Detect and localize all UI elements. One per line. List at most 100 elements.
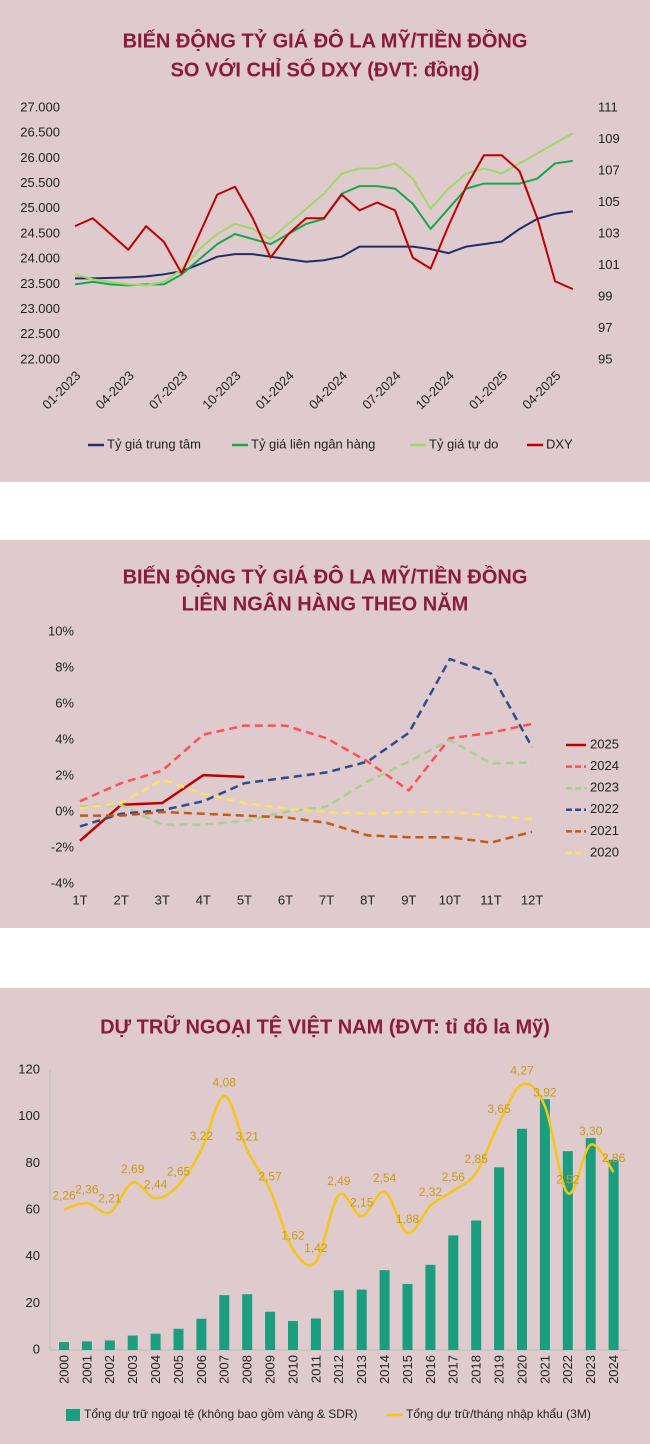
bar bbox=[310, 1318, 321, 1350]
x-tick-label: 12T bbox=[521, 892, 543, 907]
x-tick-label: 10T bbox=[439, 892, 461, 907]
x-tick-label: 2016 bbox=[423, 1355, 438, 1384]
legend-label: DXY bbox=[546, 436, 573, 451]
data-label: 2,26 bbox=[52, 1189, 76, 1203]
panel-background bbox=[0, 988, 650, 1444]
panel-background bbox=[0, 540, 650, 928]
x-tick-label: 6T bbox=[278, 892, 293, 907]
x-tick-label: 4T bbox=[196, 892, 211, 907]
legend-label: Tỷ giá trung tâm bbox=[107, 436, 201, 451]
bar bbox=[379, 1270, 390, 1350]
x-tick-label: 2T bbox=[114, 892, 129, 907]
chart-panel: BIẾN ĐỘNG TỶ GIÁ ĐÔ LA MỸ/TIỀN ĐỒNG LIÊN… bbox=[0, 540, 650, 928]
x-tick-label: 2014 bbox=[377, 1355, 392, 1384]
data-label: 2,52 bbox=[556, 1172, 580, 1186]
data-label: 4,27 bbox=[510, 1063, 534, 1077]
y2-tick-label: 95 bbox=[598, 351, 612, 366]
data-label: 1,62 bbox=[281, 1228, 305, 1242]
data-label: 3,65 bbox=[487, 1102, 511, 1116]
bar bbox=[127, 1335, 138, 1350]
data-label: 2,21 bbox=[98, 1192, 122, 1206]
x-tick-label: 2018 bbox=[469, 1355, 484, 1384]
x-tick-label: 1T bbox=[72, 892, 87, 907]
x-tick-label: 2005 bbox=[171, 1355, 186, 1384]
bar bbox=[59, 1342, 69, 1350]
panel-background bbox=[0, 0, 650, 482]
legend-label: 2023 bbox=[590, 780, 619, 795]
y2-tick-label: 105 bbox=[598, 194, 620, 209]
line-series bbox=[74, 154, 574, 291]
y-tick-label: 60 bbox=[26, 1201, 40, 1216]
bar bbox=[494, 1167, 505, 1350]
legend-label: Tổng dự trữ ngoại tệ (không bao gồm vàng… bbox=[84, 1407, 358, 1421]
y2-tick-label: 107 bbox=[598, 162, 620, 177]
legend-label: Tổng dự trữ/tháng nhập khẩu (3M) bbox=[406, 1407, 591, 1421]
data-label: 2,85 bbox=[465, 1152, 489, 1166]
x-tick-label: 2019 bbox=[492, 1355, 507, 1384]
x-tick-label: 2003 bbox=[125, 1355, 140, 1384]
bar bbox=[265, 1311, 276, 1350]
data-label: 3,30 bbox=[579, 1124, 603, 1138]
line-series bbox=[80, 810, 533, 844]
bar bbox=[585, 1138, 596, 1350]
chart-title: BIẾN ĐỘNG TỶ GIÁ ĐÔ LA MỸ/TIỀN ĐỒNG bbox=[123, 564, 528, 588]
y-tick-label: 22.500 bbox=[20, 326, 60, 341]
line-series bbox=[79, 738, 533, 826]
y-tick-label: 4% bbox=[55, 731, 74, 746]
y-tick-label: 26.000 bbox=[20, 150, 60, 165]
data-label: 3,92 bbox=[533, 1085, 557, 1099]
x-tick-label: 2001 bbox=[79, 1355, 94, 1384]
data-label: 1,88 bbox=[396, 1212, 420, 1226]
y-tick-label: 0 bbox=[33, 1341, 40, 1356]
line-series bbox=[79, 778, 533, 821]
data-label: 2,56 bbox=[442, 1170, 466, 1184]
chart-panel: BIẾN ĐỘNG TỶ GIÁ ĐÔ LA MỸ/TIỀN ĐỒNG SO V… bbox=[0, 0, 650, 482]
legend-label: 2025 bbox=[590, 736, 619, 751]
legend-swatch bbox=[66, 1409, 80, 1421]
bar bbox=[333, 1290, 344, 1350]
legend-label: Tỷ giá liên ngân hàng bbox=[251, 436, 375, 451]
y-tick-label: 40 bbox=[26, 1248, 40, 1263]
data-label: 2,15 bbox=[350, 1195, 374, 1209]
chart-title: LIÊN NGÂN HÀNG THEO NĂM bbox=[182, 591, 469, 615]
x-tick-label: 2009 bbox=[263, 1355, 278, 1384]
y-tick-label: 80 bbox=[26, 1155, 40, 1170]
x-tick-label: 2013 bbox=[354, 1355, 369, 1384]
bar bbox=[562, 1151, 573, 1350]
x-tick-label: 2007 bbox=[217, 1355, 232, 1384]
y2-tick-label: 111 bbox=[598, 99, 618, 114]
data-label: 3,22 bbox=[190, 1129, 214, 1143]
line-series bbox=[75, 210, 573, 280]
legend-label: 2021 bbox=[590, 823, 619, 838]
y-tick-label: 24.500 bbox=[20, 225, 60, 240]
y-tick-label: 22.000 bbox=[20, 351, 60, 366]
data-label: 2,86 bbox=[602, 1151, 626, 1165]
bar bbox=[448, 1235, 459, 1350]
bar bbox=[104, 1340, 115, 1350]
data-label: 2,69 bbox=[121, 1162, 145, 1176]
legend-label: Tỷ giá tự do bbox=[429, 436, 498, 451]
line-series bbox=[79, 722, 533, 803]
data-label: 2,36 bbox=[75, 1182, 99, 1196]
y-tick-label: 8% bbox=[55, 659, 74, 674]
x-tick-label: 2004 bbox=[148, 1355, 163, 1384]
x-tick-label: 2015 bbox=[400, 1355, 415, 1384]
data-label: 2,57 bbox=[258, 1169, 282, 1183]
y2-tick-label: 99 bbox=[598, 288, 612, 303]
bar bbox=[81, 1341, 92, 1350]
y-tick-label: 100 bbox=[18, 1108, 40, 1123]
bar bbox=[173, 1328, 184, 1350]
data-label: 2,54 bbox=[373, 1171, 397, 1185]
bar bbox=[517, 1128, 527, 1350]
data-label: 2,32 bbox=[419, 1185, 443, 1199]
y2-tick-label: 103 bbox=[598, 225, 620, 240]
bar bbox=[219, 1295, 230, 1350]
y2-tick-label: 101 bbox=[598, 257, 620, 272]
line-series bbox=[63, 1082, 615, 1267]
legend-label: 2020 bbox=[590, 844, 619, 859]
data-label: 2,44 bbox=[144, 1177, 168, 1191]
x-tick-label: 2006 bbox=[194, 1355, 209, 1384]
y-tick-label: 25.500 bbox=[20, 175, 60, 190]
data-label: 1,42 bbox=[304, 1241, 328, 1255]
x-tick-label: 3T bbox=[155, 892, 170, 907]
